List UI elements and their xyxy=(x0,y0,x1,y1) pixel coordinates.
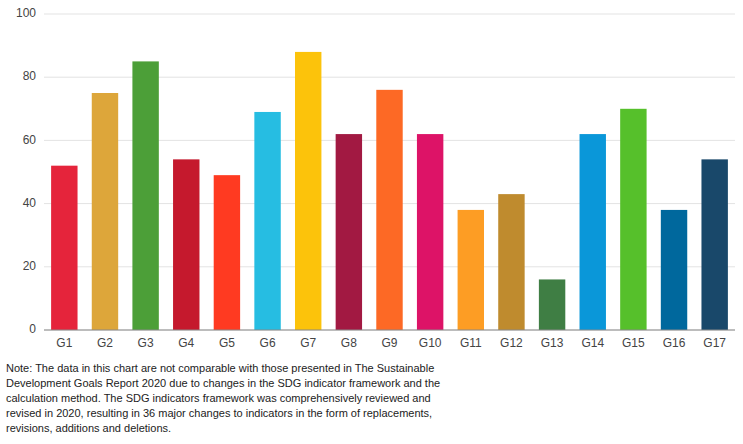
grid-line xyxy=(44,14,735,15)
grid-line xyxy=(44,330,735,331)
x-tick-label: G6 xyxy=(260,336,276,350)
x-tick-label: G1 xyxy=(56,336,72,350)
bar xyxy=(376,90,402,330)
x-tick-label: G13 xyxy=(541,336,564,350)
y-axis: 0 20 40 60 80 100 xyxy=(16,6,36,336)
x-tick-label: G10 xyxy=(419,336,442,350)
bar xyxy=(539,279,565,330)
note-line: revisions, additions and deletions. xyxy=(6,422,171,434)
x-tick-label: G12 xyxy=(500,336,523,350)
x-tick-label: G2 xyxy=(97,336,113,350)
note: Note: The data in this chart are not com… xyxy=(6,362,440,434)
note-line: Note: The data in this chart are not com… xyxy=(6,362,434,374)
y-tick-label: 60 xyxy=(23,133,37,147)
x-tick-label: G16 xyxy=(663,336,686,350)
bar xyxy=(336,134,362,330)
bar xyxy=(173,159,199,330)
y-tick-label: 80 xyxy=(23,69,37,83)
bar xyxy=(620,109,646,330)
y-tick-label: 100 xyxy=(16,6,36,20)
x-tick-label: G11 xyxy=(460,336,482,350)
x-tick-label: G9 xyxy=(381,336,397,350)
bar xyxy=(417,134,443,330)
bar xyxy=(254,112,280,330)
x-tick-label: G14 xyxy=(581,336,604,350)
bar xyxy=(498,194,524,330)
x-tick-label: G5 xyxy=(219,336,235,350)
bars xyxy=(51,52,728,330)
y-tick-label: 40 xyxy=(23,196,37,210)
chart-container: 020406080100G1G2G3G4G5G6G7G8G9G10G11G12G… xyxy=(0,0,743,444)
bar xyxy=(51,166,77,330)
bar xyxy=(458,210,484,330)
x-tick-label: G3 xyxy=(138,336,154,350)
bar xyxy=(132,61,158,330)
bar xyxy=(580,134,606,330)
bar xyxy=(92,93,118,330)
x-axis: G1 G2 G3 G4 G5 G6 G7 G8 G9 G10 G11 G12 G13 G14 G15 G16 G… xyxy=(44,330,735,350)
bar xyxy=(661,210,687,330)
chart: 020406080100G1G2G3G4G5G6G7G8G9G10G11G12G… xyxy=(0,0,743,444)
x-tick-label: G8 xyxy=(341,336,357,350)
x-tick-label: G17 xyxy=(703,336,726,350)
bar xyxy=(214,175,240,330)
bar xyxy=(295,52,321,330)
x-tick-label: G4 xyxy=(178,336,194,350)
y-tick-label: 0 xyxy=(29,322,36,336)
bar xyxy=(701,159,727,330)
note-line: revised in 2020, resulting in 36 major c… xyxy=(6,407,432,419)
y-tick-label: 20 xyxy=(23,259,37,273)
x-tick-label: G7 xyxy=(300,336,316,350)
note-line: Development Goals Report 2020 due to cha… xyxy=(6,377,440,389)
grid xyxy=(44,14,735,330)
note-line: calculation method. The SDG indicators f… xyxy=(6,392,431,404)
x-axis-line xyxy=(44,330,735,331)
x-tick-label: G15 xyxy=(622,336,645,350)
